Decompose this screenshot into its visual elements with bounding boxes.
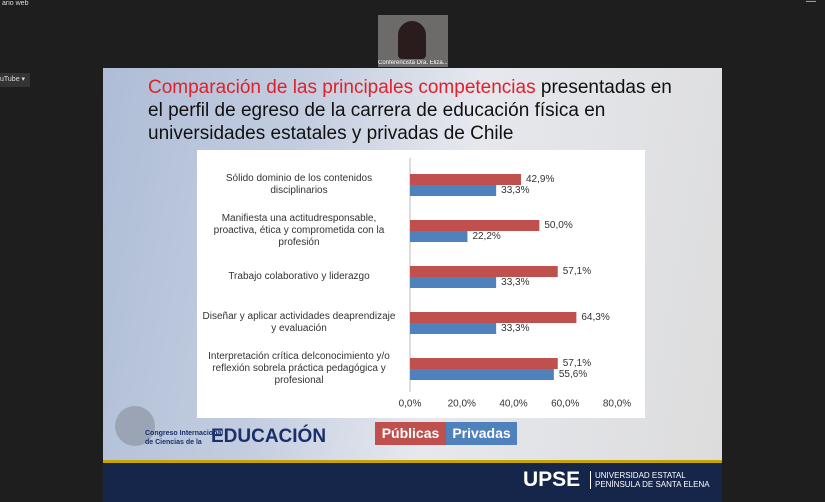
bar — [410, 323, 497, 334]
value-label: 64,3% — [581, 312, 609, 323]
legend-item: Privadas — [446, 422, 517, 445]
participant-video — [398, 21, 426, 59]
category-label: Diseñar y aplicar actividades deaprendiz… — [202, 311, 396, 334]
value-label: 55,6% — [559, 369, 587, 380]
logo-text: de Ciencias de la — [145, 439, 202, 446]
participant-name: Conferencista Dra. Eliza... — [378, 60, 448, 66]
value-label: 22,2% — [472, 231, 500, 242]
legend-item: Públicas — [375, 422, 446, 445]
value-label: 57,1% — [563, 358, 591, 369]
title-rest: presentadas en el perfil de egreso de la… — [148, 77, 672, 144]
title-highlight: Comparación de las principales competenc… — [148, 77, 536, 98]
footer-line: PENÍNSULA DE SANTA ELENA — [595, 480, 710, 489]
bar — [410, 369, 554, 380]
video-tile[interactable]: Conferencista Dra. Eliza... — [378, 15, 448, 67]
bar — [410, 220, 540, 231]
bar — [410, 174, 522, 185]
category-label: Trabajo colaborativo y liderazgo — [228, 271, 370, 282]
minimize-button[interactable]: — — [806, 0, 816, 7]
plot: 0,0% 20,0% 40,0% 60,0% 80,0%42,9%33,3%50,0%2… — [399, 158, 631, 410]
menu[interactable]: uTube ▾ — [0, 73, 30, 87]
logo-emblem — [115, 406, 155, 446]
value-label: 42,9% — [526, 174, 554, 185]
chart: 0,0% 20,0% 40,0% 60,0% 80,0% 42,9% 33,3% 50,0% 2… — [197, 150, 645, 418]
value-label: 33,3% — [501, 277, 529, 288]
value-label: 50,0% — [544, 220, 572, 231]
x-tick-label: 80,0% — [603, 399, 631, 410]
value-label: 57,1% — [563, 266, 591, 277]
bar — [410, 312, 577, 323]
value-label: 33,3% — [501, 323, 529, 334]
logo-text: Congreso Internacional — [145, 430, 224, 437]
logo-main: EDUCACIÓN — [211, 426, 327, 447]
bar — [410, 185, 497, 196]
slide: Comparación de las principales competenc… — [103, 68, 722, 502]
x-tick-label: 0,0% — [399, 399, 422, 410]
footer-line: UNIVERSIDAD ESTATAL — [595, 471, 686, 480]
window-title: ario web — [2, 0, 29, 7]
category-label: Manifiesta una actitudresponsable, proac… — [213, 213, 385, 248]
x-tick-label: 60,0% — [551, 399, 579, 410]
bar — [410, 358, 558, 369]
slide-title: Comparación de las principales competenc… — [148, 76, 688, 145]
bar — [410, 266, 558, 277]
x-tick-label: 40,0% — [499, 399, 527, 410]
footer-band: UPSE UNIVERSIDAD ESTATAL PENÍNSULA DE SAN… — [103, 460, 722, 502]
footer-brand: UPSE — [523, 468, 581, 491]
category-label: Sólido dominio de los contenidos discipl… — [225, 173, 373, 196]
bar — [410, 231, 468, 242]
category-label: Interpretación crítica delconocimiento y… — [208, 351, 390, 386]
bar — [410, 277, 497, 288]
footer-text: UNIVERSIDAD ESTATAL PENÍNSULA DE SANTA EL… — [590, 471, 710, 489]
x-tick-label: 20,0% — [448, 399, 476, 410]
value-label: 33,3% — [501, 185, 529, 196]
